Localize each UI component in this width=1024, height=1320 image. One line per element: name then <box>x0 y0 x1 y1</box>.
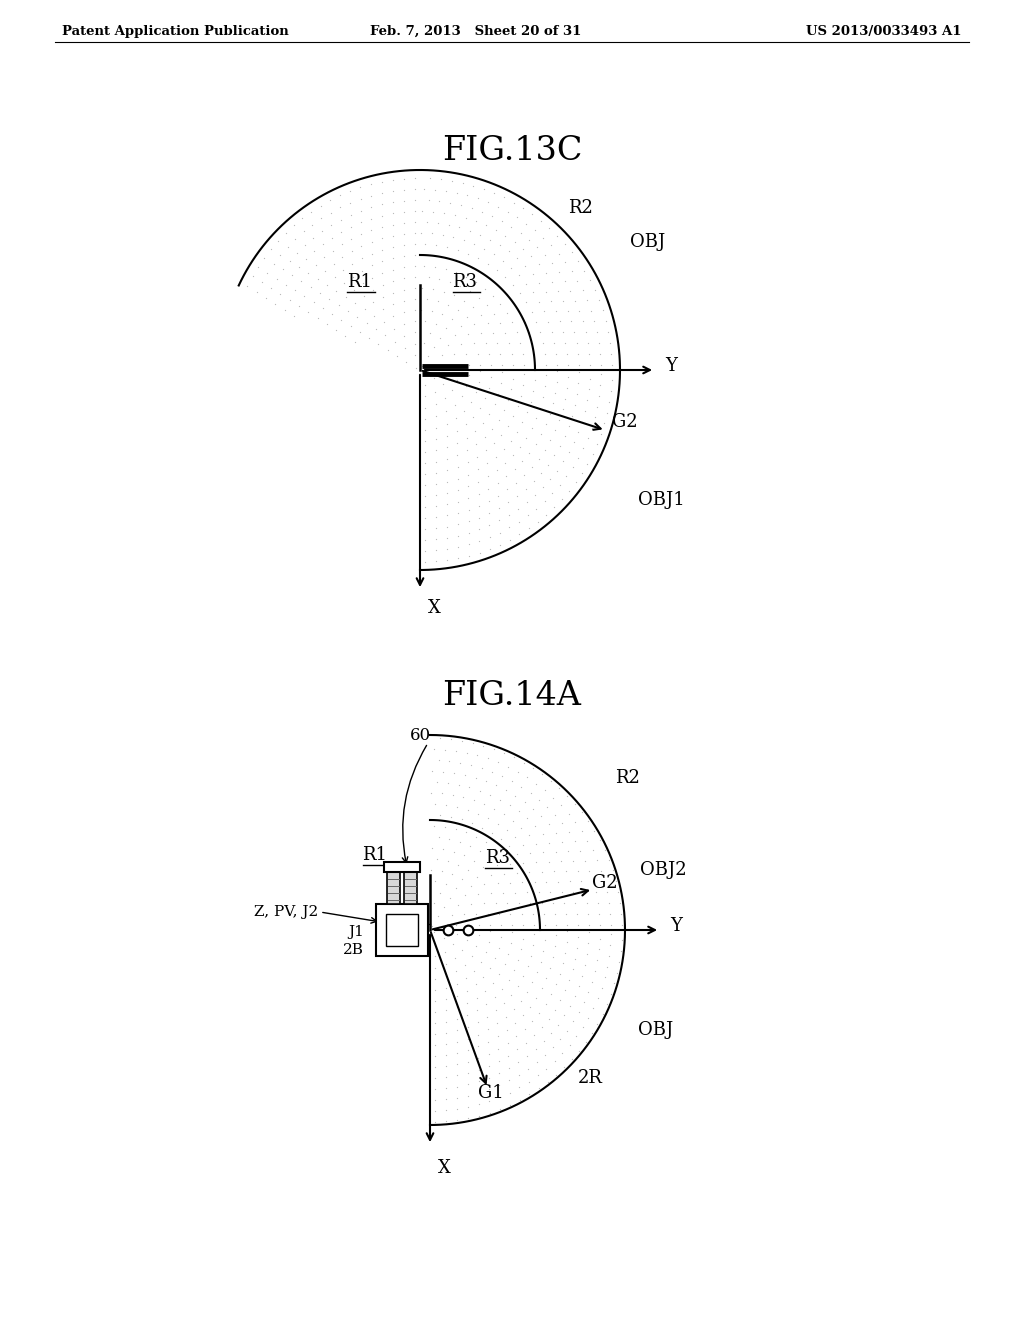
Text: Patent Application Publication: Patent Application Publication <box>62 25 289 38</box>
Text: X: X <box>428 599 441 616</box>
Text: R1: R1 <box>362 846 387 865</box>
Text: 2R: 2R <box>578 1069 603 1086</box>
Text: OBJ1: OBJ1 <box>638 491 685 510</box>
Text: Y: Y <box>670 917 682 935</box>
Text: OBJ: OBJ <box>638 1020 673 1039</box>
Text: R3: R3 <box>485 849 511 867</box>
Bar <box>376 904 428 956</box>
Text: US 2013/0033493 A1: US 2013/0033493 A1 <box>807 25 962 38</box>
Bar <box>384 862 420 873</box>
Text: Feb. 7, 2013   Sheet 20 of 31: Feb. 7, 2013 Sheet 20 of 31 <box>370 25 582 38</box>
Text: G2: G2 <box>612 413 638 432</box>
Text: J1: J1 <box>348 925 364 939</box>
Bar <box>404 873 417 904</box>
Text: R2: R2 <box>568 199 593 216</box>
Text: G1: G1 <box>478 1084 504 1102</box>
Text: Y: Y <box>665 356 677 375</box>
Text: R3: R3 <box>453 273 477 290</box>
Text: 60: 60 <box>410 726 430 743</box>
Text: OBJ: OBJ <box>630 234 666 251</box>
Bar <box>387 873 400 904</box>
Text: OBJ2: OBJ2 <box>640 861 687 879</box>
Text: G2: G2 <box>592 874 617 892</box>
Text: Z, PV, J2: Z, PV, J2 <box>254 906 318 919</box>
Text: R2: R2 <box>615 770 640 787</box>
Text: 2B: 2B <box>343 942 364 957</box>
Text: R1: R1 <box>347 273 373 290</box>
Text: FIG.13C: FIG.13C <box>441 135 583 168</box>
Text: FIG.14A: FIG.14A <box>442 680 582 711</box>
Text: X: X <box>438 1159 451 1177</box>
Bar <box>386 913 418 946</box>
